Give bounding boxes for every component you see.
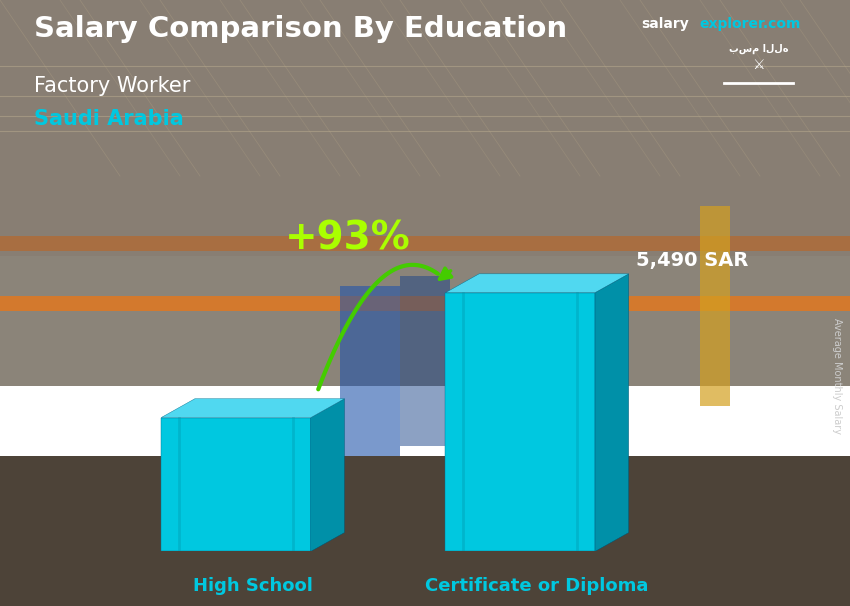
Text: Salary Comparison By Education: Salary Comparison By Education <box>34 15 567 43</box>
Text: High School: High School <box>193 578 313 595</box>
Polygon shape <box>445 274 629 293</box>
Polygon shape <box>0 236 850 251</box>
Polygon shape <box>595 274 629 551</box>
Polygon shape <box>445 293 595 551</box>
Text: explorer.com: explorer.com <box>700 17 801 31</box>
Polygon shape <box>0 296 850 311</box>
Polygon shape <box>340 286 400 456</box>
Text: 2,840 SAR: 2,840 SAR <box>41 385 154 404</box>
Polygon shape <box>162 418 311 551</box>
Polygon shape <box>0 256 850 386</box>
Text: Average Monthly Salary: Average Monthly Salary <box>832 318 842 434</box>
Text: +93%: +93% <box>286 219 411 258</box>
Polygon shape <box>0 456 850 606</box>
Polygon shape <box>400 276 450 446</box>
Polygon shape <box>311 399 344 551</box>
Text: Factory Worker: Factory Worker <box>34 76 190 96</box>
Polygon shape <box>162 399 344 418</box>
Text: بسم الله: بسم الله <box>728 44 788 54</box>
Text: Saudi Arabia: Saudi Arabia <box>34 109 184 129</box>
Polygon shape <box>0 0 850 256</box>
Text: 5,490 SAR: 5,490 SAR <box>636 251 749 270</box>
Text: salary: salary <box>642 17 689 31</box>
Text: Certificate or Diploma: Certificate or Diploma <box>425 578 649 595</box>
Polygon shape <box>700 206 730 406</box>
Text: ⚔: ⚔ <box>752 58 765 72</box>
